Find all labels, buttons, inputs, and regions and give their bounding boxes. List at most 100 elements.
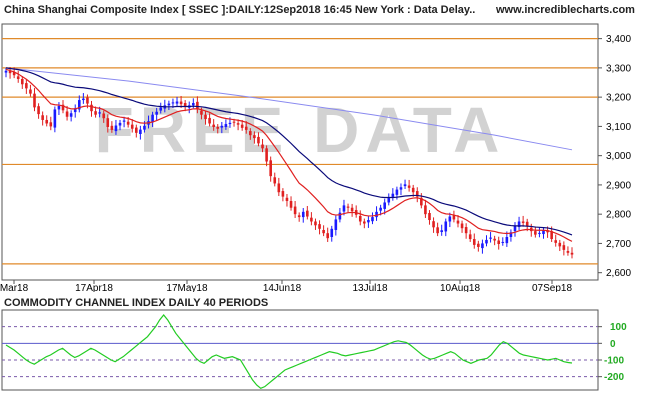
- candle-body: [310, 217, 313, 222]
- candle-body: [65, 111, 69, 117]
- candle-body: [538, 232, 541, 234]
- candle-body: [118, 122, 122, 126]
- candle-body: [383, 202, 386, 209]
- cci-y-tick-label: 100: [610, 322, 627, 333]
- candle-body: [493, 238, 496, 241]
- candle-body: [61, 104, 65, 111]
- candle-body: [25, 83, 28, 89]
- candle-body: [212, 124, 215, 127]
- candle-body: [257, 136, 260, 144]
- candle-body: [183, 102, 187, 107]
- candle-body: [371, 217, 374, 222]
- price-y-tick-label: 3,300: [606, 63, 631, 74]
- candle-body: [330, 228, 334, 237]
- candle-body: [224, 124, 228, 127]
- x-tick-label: 13Jul18: [352, 283, 387, 292]
- watermark: FREE DATA: [95, 94, 506, 166]
- candle-body: [395, 189, 399, 195]
- candle-body: [436, 227, 439, 234]
- x-tick-label: Mar18: [0, 283, 29, 292]
- candle-body: [151, 114, 154, 123]
- candle-body: [322, 229, 325, 234]
- cci-panel-title: COMMODITY CHANNEL INDEX DAILY 40 PERIODS: [4, 297, 269, 309]
- candle-body: [379, 207, 382, 211]
- candle-body: [192, 102, 195, 106]
- candle-body: [481, 243, 484, 249]
- candle-body: [440, 230, 443, 233]
- candle-body: [318, 224, 321, 229]
- candle-body: [314, 221, 317, 226]
- x-tick-label: 17May18: [166, 283, 208, 292]
- candle-body: [281, 191, 285, 197]
- candle-body: [334, 219, 338, 230]
- candle-body: [448, 216, 452, 222]
- cci-y-tick-label: -100: [604, 356, 624, 367]
- candle-body: [505, 236, 509, 244]
- candle-body: [204, 114, 207, 120]
- price-y-tick-label: 2,900: [606, 180, 631, 191]
- price-y-tick-label: 2,700: [606, 239, 631, 250]
- candle-body: [33, 93, 36, 108]
- candle-body: [367, 220, 370, 223]
- candle-body: [73, 108, 77, 113]
- fast-ema-line: [5, 68, 573, 242]
- candle-body: [53, 109, 57, 128]
- candle-body: [77, 100, 81, 110]
- x-tick-label: 07Sep18: [532, 283, 572, 292]
- cci-y-tick-label: -200: [604, 372, 624, 383]
- candle-body: [130, 124, 134, 129]
- candle-body: [534, 231, 537, 235]
- candle-body: [228, 122, 232, 125]
- candle-body: [41, 115, 44, 120]
- candle-body: [236, 123, 240, 125]
- candle-body: [126, 121, 130, 125]
- candle-body: [244, 126, 248, 130]
- cci-chart: 100 0 -100 -200: [1, 309, 627, 391]
- candle-body: [57, 105, 61, 110]
- candle-body: [407, 185, 411, 188]
- candle-body: [171, 102, 175, 104]
- candle-body: [122, 120, 126, 122]
- candle-body: [200, 110, 203, 115]
- candle-body: [253, 135, 256, 139]
- candle-body: [342, 205, 346, 212]
- site-url[interactable]: www.incrediblecharts.com: [496, 4, 635, 16]
- candle-body: [403, 184, 407, 187]
- candle-body: [86, 97, 89, 104]
- candle-body: [432, 221, 435, 228]
- candle-body: [546, 230, 549, 233]
- candle-body: [285, 197, 289, 202]
- candle-body: [8, 70, 12, 74]
- slow-ema-line: [5, 67, 573, 236]
- candle-body: [542, 230, 545, 235]
- cci-plot-area: [1, 309, 599, 391]
- price-y-tick-label: 3,200: [606, 93, 631, 104]
- candle-body: [562, 245, 566, 250]
- candle-body: [477, 243, 480, 247]
- candle-body: [232, 121, 236, 123]
- candle-body: [106, 118, 110, 127]
- candle-body: [49, 122, 53, 127]
- candle-body: [261, 144, 264, 149]
- candle-body: [208, 117, 211, 124]
- candle-body: [420, 197, 423, 206]
- candle-body: [135, 127, 138, 133]
- candle-body: [387, 198, 391, 203]
- x-tick-label: 10Aug18: [440, 283, 480, 292]
- candle-body: [550, 231, 553, 240]
- candle-body: [464, 227, 468, 234]
- candle-body: [155, 111, 158, 115]
- cci-line: [5, 314, 573, 390]
- candle-body: [554, 240, 558, 243]
- candle-body: [566, 251, 570, 253]
- candle-body: [326, 233, 329, 239]
- candle-body: [306, 210, 309, 217]
- candle-body: [293, 206, 297, 215]
- candle-body: [411, 187, 415, 193]
- candle-body: [444, 221, 448, 232]
- candle-body: [521, 221, 525, 223]
- candle-body: [196, 101, 199, 110]
- candle-body: [358, 215, 362, 222]
- candle-body: [102, 113, 106, 119]
